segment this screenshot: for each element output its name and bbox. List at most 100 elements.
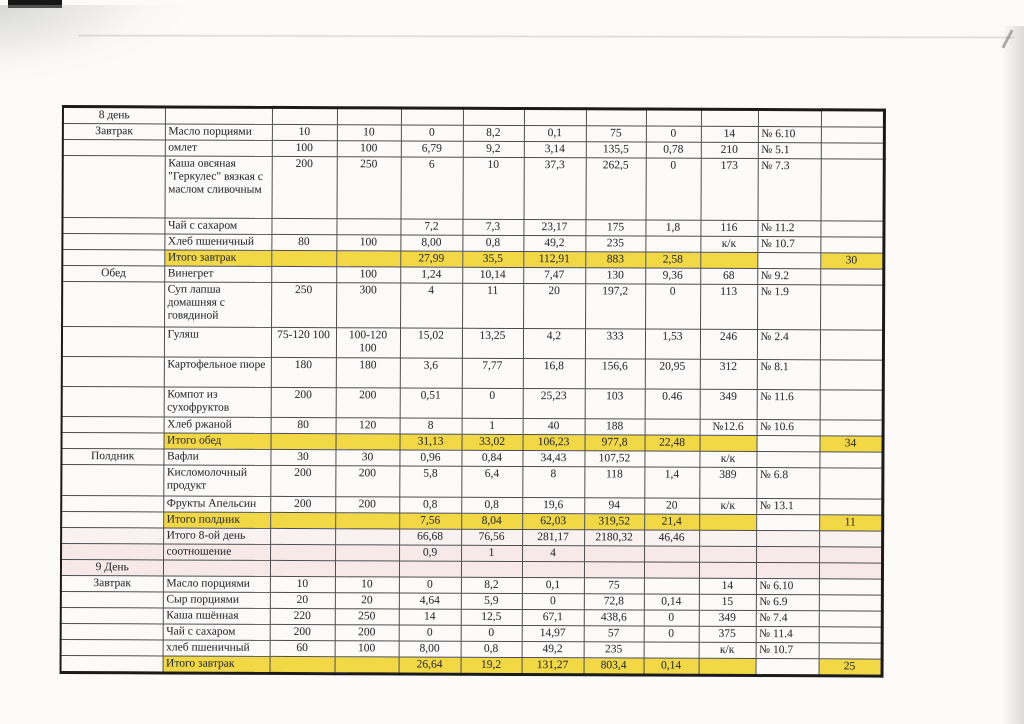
value-cell: 7,47 [523,267,586,284]
dish-cell: Компот из сухофруктов [163,386,271,418]
value-cell: 10 [271,124,337,141]
empty-cell [584,545,645,563]
empty-cell [60,591,163,608]
empty-cell [271,107,337,125]
empty-cell [583,561,645,579]
value-cell: 250 [271,282,337,328]
value-cell: 438,6 [583,609,644,627]
empty-cell [645,109,701,127]
value-cell: 100 [336,140,401,157]
value-cell: 112,91 [523,251,586,268]
value-cell: 8,00 [398,640,461,658]
value-cell: 118 [584,466,645,499]
value-cell: 250 [334,608,399,625]
value-cell: 130 [585,267,646,285]
value-cell: 977,8 [584,434,645,452]
value-cell: 30 [335,449,400,466]
value-cell: 1 [461,545,523,562]
dish-cell: омлет [164,139,272,157]
value-cell: 188 [584,418,645,436]
empty-cell [820,284,884,331]
dish-cell: Сыр порциями [162,591,270,609]
value-cell: 80 [271,234,337,251]
recipe-no-cell: № 10.6 [756,419,820,436]
value-cell: 246 [699,329,758,360]
scanner-mark [8,0,62,8]
table-row-item: Компот из сухофруктов 200 200 0,51 0 25,23 103… [61,386,883,421]
value-cell: 0 [398,624,461,642]
empty-cell [61,356,164,387]
value-cell: 262,5 [585,157,646,221]
value-cell: 0,78 [645,142,701,159]
category-cell: Обед [62,265,165,282]
value-cell: 113 [700,284,758,330]
value-cell: 200 [271,156,337,219]
value-cell: 0 [460,625,522,642]
count-cell: 11 [819,514,883,532]
empty-cell [700,109,758,127]
value-cell: 156,6 [584,358,645,390]
count-cell: 34 [819,435,883,453]
empty-cell [271,266,337,283]
empty-cell [820,126,884,144]
dish-cell: Итого завтрак [162,655,270,674]
value-cell: 3,14 [523,141,586,158]
value-cell: 2,58 [645,252,701,269]
value-cell: 15,02 [399,327,463,359]
value-cell: 281,17 [522,529,585,546]
value-cell: 6 [400,156,463,220]
value-cell: 3,6 [399,357,462,389]
value-cell: 20 [334,592,399,609]
value-cell: 11 [462,283,524,329]
value-cell: 220 [269,608,335,625]
dish-cell: Чай с сахаром [162,623,270,641]
recipe-no-cell: № 2.4 [756,329,821,360]
value-cell: 15 [698,594,756,611]
value-cell: 80 [270,417,336,434]
value-cell: 60 [269,640,335,657]
empty-cell [819,530,883,548]
recipe-no-cell: № 6.9 [755,594,819,611]
dish-cell: Каша пшённая [162,607,270,625]
empty-cell [460,561,523,578]
empty-cell [61,416,164,433]
value-cell: 7,56 [399,512,462,530]
value-cell: 0,8 [460,641,522,658]
value-cell: 8 [399,417,462,435]
value-cell: 173 [700,158,758,221]
empty-cell [269,656,335,674]
value-cell: 375 [698,626,756,643]
empty-cell [819,389,883,421]
empty-cell [755,562,820,579]
value-cell: 14 [698,578,756,595]
empty-cell [820,220,884,238]
empty-cell [164,106,272,125]
empty-cell [699,435,757,452]
empty-cell [60,607,163,624]
value-cell: 31,13 [399,433,462,451]
recipe-no-cell: № 7.4 [755,610,819,627]
category-cell: Завтрак [62,123,165,140]
value-cell: 0.46 [644,389,700,420]
value-cell: 312 [699,359,757,390]
empty-cell [61,527,164,544]
dish-cell: Гуляш [163,326,272,358]
dish-cell: Хлеб ржаной [163,416,271,434]
value-cell: 37,3 [523,157,586,220]
value-cell: к/к [699,498,757,515]
table-row-item: Каша овсяная "Геркулес" вязкая с маслом … [62,155,884,222]
value-cell: 131,27 [521,657,584,675]
table-row-total: Итого завтрак 26,64 19,2 131,27 803,4 0,14 25 [60,655,882,677]
value-cell: 0,1 [521,577,584,594]
value-cell: 67,1 [521,609,584,626]
value-cell: 235 [583,641,644,659]
value-cell: 200 [334,624,399,641]
empty-cell [335,528,400,545]
value-cell: 0,9 [399,544,462,562]
empty-cell [700,252,758,269]
right-edge-shadow [1002,26,1024,724]
empty-cell [269,560,336,577]
empty-cell [818,626,882,644]
recipe-no-cell: № 6.10 [755,578,819,595]
value-cell: 19,2 [460,657,522,675]
